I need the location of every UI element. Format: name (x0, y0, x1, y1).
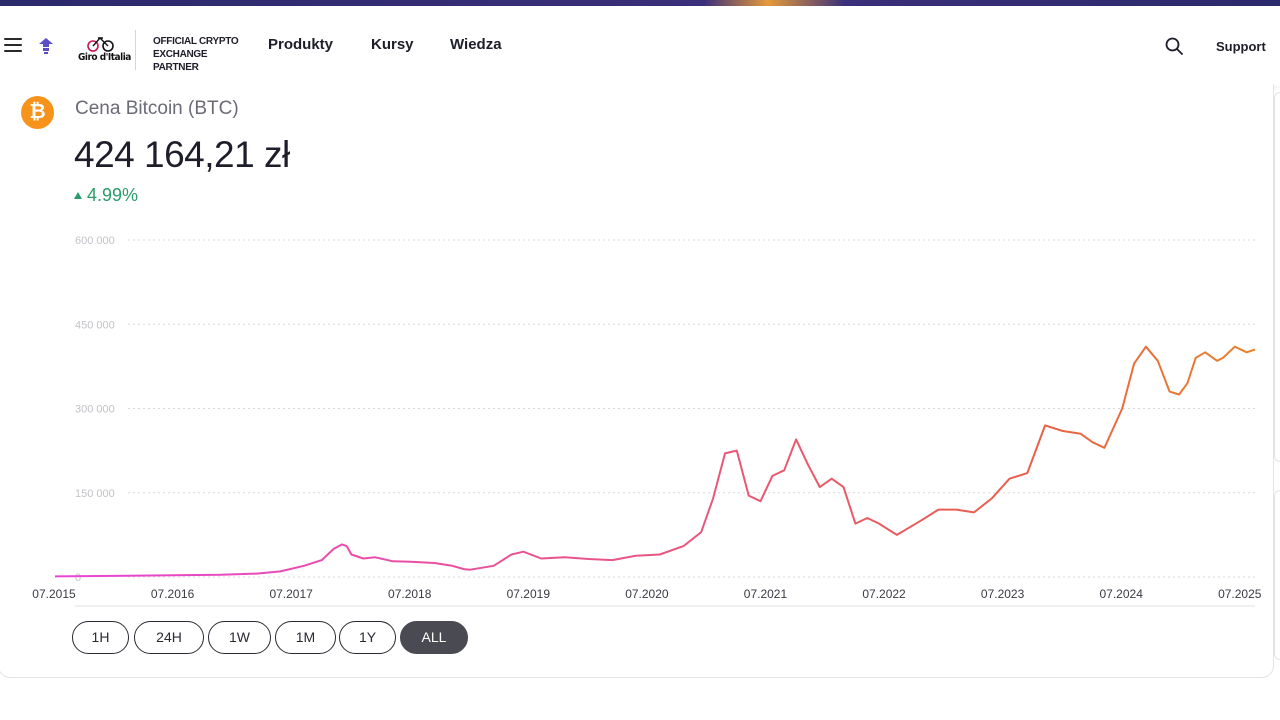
nav-produkty[interactable]: Produkty (268, 36, 334, 53)
bitcoin-icon: ₿ (21, 96, 54, 129)
y-tick-label: 450 000 (75, 319, 115, 331)
y-tick-label: 150 000 (75, 488, 115, 500)
y-tick-label: 300 000 (75, 404, 115, 416)
x-tick-label: 07.2015 (32, 587, 76, 601)
hamburger-menu-icon[interactable] (4, 38, 22, 52)
x-tick-label: 07.2018 (388, 587, 432, 601)
site-header: Giro d'Italia OFFICIAL CRYPTO EXCHANGE P… (0, 6, 1280, 86)
top-accent-bar (0, 0, 1280, 6)
giro-brand-text: Giro d'Italia (78, 52, 131, 63)
price-change: 4.99% (74, 185, 138, 206)
range-button-all[interactable]: ALL (400, 621, 468, 654)
x-tick-label: 07.2020 (625, 587, 669, 601)
range-button-1w[interactable]: 1W (208, 621, 271, 654)
range-button-24h[interactable]: 24H (134, 621, 204, 654)
partner-line-2: EXCHANGE PARTNER (153, 49, 208, 73)
coin-title: Cena Bitcoin (BTC) (75, 98, 239, 119)
header-divider (135, 30, 136, 70)
nav-wiedza[interactable]: Wiedza (450, 36, 502, 53)
x-tick-label: 07.2019 (507, 587, 551, 601)
x-tick-label: 07.2023 (981, 587, 1025, 601)
side-panel-edge-lower (1274, 490, 1280, 660)
price-change-value: 4.99% (87, 185, 139, 205)
y-tick-label: 0 (75, 572, 81, 584)
up-triangle-icon (74, 192, 82, 199)
partner-line-1: OFFICIAL CRYPTO (153, 36, 239, 47)
partner-label: OFFICIAL CRYPTO EXCHANGE PARTNER (153, 35, 253, 74)
price-line (54, 345, 1256, 578)
chart-grid (128, 239, 1255, 578)
range-button-1y[interactable]: 1Y (339, 621, 396, 654)
nav-kursy[interactable]: Kursy (371, 36, 414, 53)
price-chart-card (0, 84, 1274, 678)
range-button-1m[interactable]: 1M (275, 621, 336, 654)
x-tick-label: 07.2017 (269, 587, 313, 601)
search-icon[interactable] (1164, 36, 1184, 56)
price-value: 424 164,21 zł (74, 134, 290, 175)
x-tick-label: 07.2022 (862, 587, 906, 601)
y-tick-label: 600 000 (75, 235, 115, 247)
support-link[interactable]: Support (1216, 39, 1266, 54)
x-tick-label: 07.2024 (1099, 587, 1143, 601)
side-panel-edge (1274, 92, 1280, 462)
x-tick-label: 07.2016 (151, 587, 195, 601)
x-axis-labels: 07.2015 07.2016 07.2017 07.2018 07.2019 07.20… (32, 587, 1262, 607)
x-tick-label: 07.2025 (1218, 587, 1262, 601)
exchange-logo-icon[interactable] (37, 36, 55, 56)
range-button-1h[interactable]: 1H (72, 621, 129, 654)
x-tick-label: 07.2021 (744, 587, 788, 601)
y-axis-labels: 600 000 450 000 300 000 150 000 0 (75, 235, 115, 584)
giro-ditalia-logo[interactable] (76, 32, 126, 68)
